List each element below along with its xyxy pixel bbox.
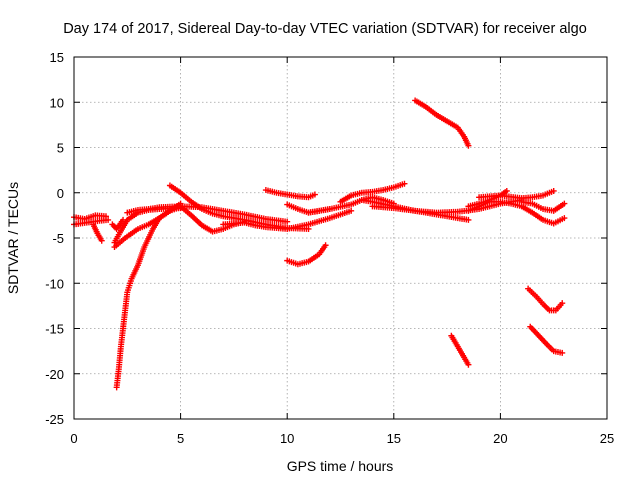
x-tick-label: 10	[280, 431, 294, 446]
series-track-2	[71, 216, 112, 228]
x-tick-label: 0	[70, 431, 77, 446]
data-point-marker	[311, 191, 318, 198]
series-track-12	[262, 187, 318, 201]
data-point-marker	[503, 187, 510, 194]
y-tick-label: 15	[50, 50, 64, 65]
data-point-marker	[465, 216, 472, 223]
series-track-26	[527, 323, 566, 356]
series-track-14	[284, 242, 329, 268]
series-track-4	[109, 216, 127, 232]
data-point-marker	[561, 215, 568, 222]
data-point-marker	[559, 300, 566, 307]
data-point-marker	[550, 187, 557, 194]
x-tick-label: 5	[177, 431, 184, 446]
axis-ticks: 0 5 10 15 20 25 -25 -20 -15 -10 -5 0 5 10 15	[45, 50, 614, 446]
data-point-marker	[284, 218, 291, 225]
x-tick-label: 15	[387, 431, 401, 446]
x-tick-label: 25	[600, 431, 614, 446]
series-track-23	[476, 187, 557, 202]
data-point-marker	[348, 207, 355, 214]
data-point-marker	[105, 216, 112, 223]
series-track-16	[337, 180, 408, 205]
data-point-marker	[322, 242, 329, 249]
y-tick-label: 0	[57, 186, 64, 201]
y-axis-label: SDTVAR / TECUs	[5, 182, 21, 294]
plot-frame	[73, 56, 608, 420]
data-point-marker	[465, 361, 472, 368]
y-tick-label: 5	[57, 141, 64, 156]
y-tick-label: -25	[45, 412, 64, 427]
data-marks	[71, 97, 568, 391]
data-point-marker	[465, 142, 472, 149]
y-tick-label: 10	[50, 95, 64, 110]
data-point-marker	[401, 180, 408, 187]
x-tick-label: 20	[493, 431, 507, 446]
chart-title: Day 174 of 2017, Sidereal Day-to-day VTE…	[63, 21, 587, 37]
series-track-3	[90, 221, 105, 244]
data-point-marker	[559, 349, 566, 356]
y-tick-label: -20	[45, 367, 64, 382]
x-axis-label: GPS time / hours	[287, 458, 394, 474]
data-point-marker	[561, 200, 568, 207]
series-track-19	[412, 97, 472, 149]
series-track-24	[518, 198, 568, 214]
series-track-25	[525, 285, 566, 314]
y-tick-label: -15	[45, 322, 64, 337]
series-track-11	[220, 207, 355, 232]
y-tick-label: -5	[52, 231, 64, 246]
series-track-7	[113, 204, 184, 391]
gridlines	[74, 57, 607, 419]
data-point-marker	[98, 237, 105, 244]
series-track-20	[448, 332, 472, 368]
y-tick-label: -10	[45, 276, 64, 291]
